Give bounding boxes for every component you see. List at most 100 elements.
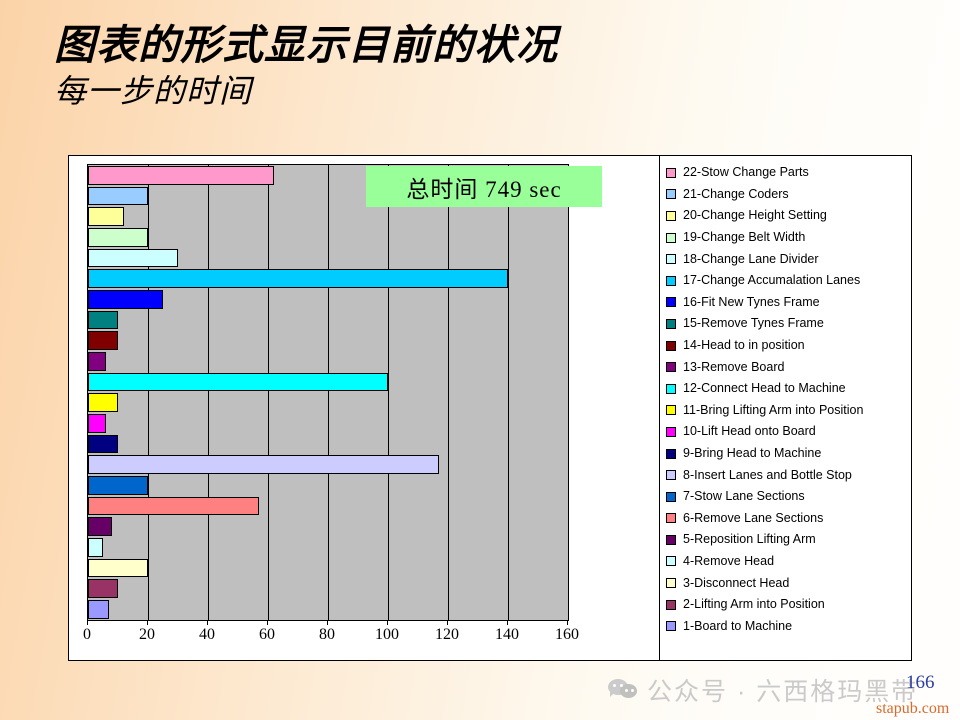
legend-item-label: 4-Remove Head	[683, 553, 775, 568]
legend-item[interactable]: 7-Stow Lane Sections	[666, 486, 911, 508]
bar[interactable]	[88, 600, 109, 619]
bar[interactable]	[88, 558, 148, 578]
title-block: 图表的形式显示目前的状况 每一步的时间	[54, 22, 814, 111]
bar-row	[88, 454, 568, 475]
legend-color-swatch	[666, 621, 676, 632]
chart-container: 0 20 40 60 80 100 120 140 160 总时间 749 sec 22-Sto…	[68, 155, 912, 661]
legend-color-swatch	[666, 556, 676, 567]
gridline	[568, 165, 569, 620]
bar-row	[88, 165, 568, 186]
bar[interactable]	[88, 352, 106, 371]
axis-tick	[87, 620, 88, 625]
bar[interactable]	[88, 579, 118, 599]
axis-tick-label: 40	[199, 626, 215, 643]
legend-item-label: 13-Remove Board	[683, 359, 785, 374]
wechat-icon	[608, 679, 638, 701]
legend-item[interactable]: 12-Connect Head to Machine	[666, 378, 911, 400]
legend-color-swatch	[666, 599, 676, 610]
legend-item-label: 11-Bring Lifting Arm into Position	[683, 402, 864, 417]
axis-tick-label: 100	[375, 626, 399, 643]
legend-item[interactable]: 6-Remove Lane Sections	[666, 508, 911, 530]
bar-row	[88, 599, 568, 620]
plot-area	[87, 164, 569, 621]
legend-item-label: 1-Board to Machine	[683, 618, 793, 633]
legend-item[interactable]: 8-Insert Lanes and Bottle Stop	[666, 464, 911, 486]
bar[interactable]	[88, 496, 259, 516]
watermark: 公众号 · 六西格玛黑带	[608, 672, 918, 708]
bar[interactable]	[88, 228, 148, 247]
legend-item[interactable]: 18-Change Lane Divider	[666, 248, 911, 270]
axis-tick	[327, 620, 328, 625]
legend-item-label: 19-Change Belt Width	[683, 230, 806, 245]
gridline	[208, 165, 209, 620]
bar[interactable]	[88, 414, 106, 433]
bar-row	[88, 558, 568, 579]
axis-tick-label: 80	[319, 626, 335, 643]
bar[interactable]	[88, 186, 148, 206]
bar[interactable]	[88, 248, 178, 268]
legend-item[interactable]: 4-Remove Head	[666, 551, 911, 573]
gridline	[388, 165, 389, 620]
bar[interactable]	[88, 310, 118, 330]
bar-row	[88, 434, 568, 455]
bar[interactable]	[88, 538, 103, 557]
legend-item[interactable]: 19-Change Belt Width	[666, 227, 911, 249]
legend-item-label: 7-Stow Lane Sections	[683, 489, 805, 504]
gridline	[268, 165, 269, 620]
legend-item[interactable]: 16-Fit New Tynes Frame	[666, 292, 911, 314]
legend-item[interactable]: 21-Change Coders	[666, 184, 911, 206]
bar-row	[88, 289, 568, 310]
legend-item[interactable]: 3-Disconnect Head	[666, 572, 911, 594]
page-title: 图表的形式显示目前的状况	[54, 22, 558, 68]
page-number: 166	[906, 672, 935, 693]
bar[interactable]	[88, 434, 118, 454]
legend-color-swatch	[666, 232, 676, 243]
legend-item-label: 3-Disconnect Head	[683, 575, 790, 590]
bar[interactable]	[88, 290, 163, 309]
bar-row	[88, 248, 568, 269]
legend-item[interactable]: 20-Change Height Setting	[666, 205, 911, 227]
bar-row	[88, 227, 568, 248]
legend-item[interactable]: 13-Remove Board	[666, 356, 911, 378]
bar-row	[88, 578, 568, 599]
legend-color-swatch	[666, 470, 676, 481]
bar[interactable]	[88, 269, 508, 289]
legend-item[interactable]: 10-Lift Head onto Board	[666, 421, 911, 443]
legend-item[interactable]: 15-Remove Tynes Frame	[666, 313, 911, 335]
legend-item[interactable]: 2-Lifting Arm into Position	[666, 594, 911, 616]
legend-color-swatch	[666, 513, 676, 524]
bar[interactable]	[88, 207, 124, 227]
axis-tick-label: 0	[83, 626, 91, 643]
x-axis: 0 20 40 60 80 100 120 140 160	[83, 620, 579, 650]
bar-row	[88, 392, 568, 413]
legend-item-label: 15-Remove Tynes Frame	[683, 316, 824, 331]
legend-color-swatch	[666, 254, 676, 265]
legend-color-swatch	[666, 340, 676, 351]
legend-item-label: 21-Change Coders	[683, 186, 789, 201]
legend-color-swatch	[666, 426, 676, 437]
legend-item-label: 12-Connect Head to Machine	[683, 381, 846, 396]
bar[interactable]	[88, 455, 439, 475]
bar[interactable]	[88, 393, 118, 413]
bar[interactable]	[88, 331, 118, 351]
bar-row	[88, 268, 568, 289]
legend-item[interactable]: 14-Head to in position	[666, 335, 911, 357]
bar[interactable]	[88, 372, 388, 392]
legend-item[interactable]: 9-Bring Head to Machine	[666, 443, 911, 465]
legend-item[interactable]: 5-Reposition Lifting Arm	[666, 529, 911, 551]
legend-item[interactable]: 22-Stow Change Parts	[666, 162, 911, 184]
legend-item-label: 14-Head to in position	[683, 338, 805, 353]
legend-item-label: 5-Reposition Lifting Arm	[683, 532, 816, 547]
legend-item-label: 9-Bring Head to Machine	[683, 446, 822, 461]
legend-color-swatch	[666, 578, 676, 589]
bar[interactable]	[88, 476, 148, 495]
legend-color-swatch	[666, 297, 676, 308]
legend-color-swatch	[666, 362, 676, 373]
legend-item[interactable]: 1-Board to Machine	[666, 615, 911, 637]
legend-item[interactable]: 11-Bring Lifting Arm into Position	[666, 400, 911, 422]
legend-item-label: 22-Stow Change Parts	[683, 165, 809, 180]
bar[interactable]	[88, 166, 274, 185]
bar[interactable]	[88, 517, 112, 537]
legend-item[interactable]: 17-Change Accumalation Lanes	[666, 270, 911, 292]
gridline	[448, 165, 449, 620]
